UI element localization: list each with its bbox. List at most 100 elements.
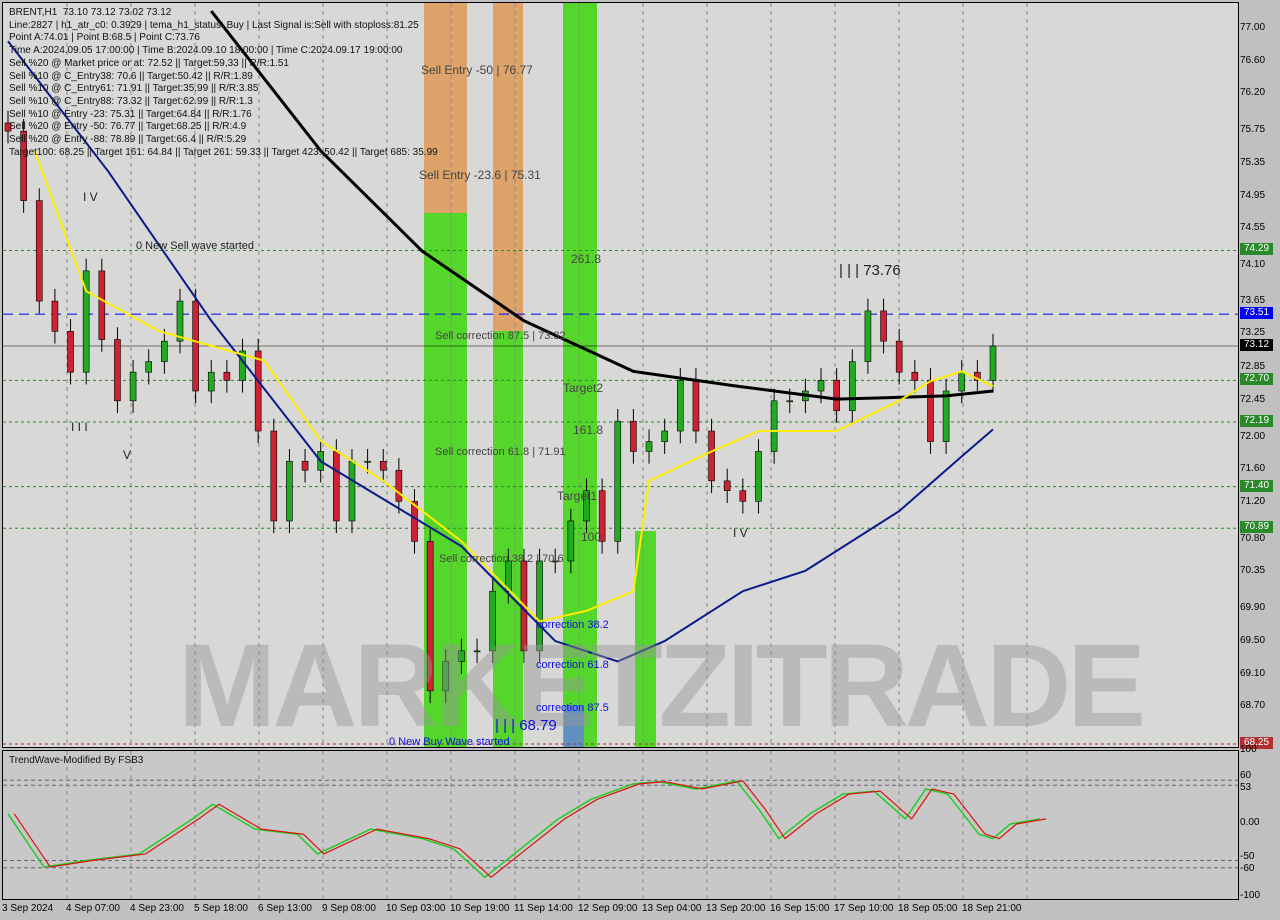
sell-correction-618-label: Sell correction 61.8 | 71.91 <box>435 446 566 458</box>
candle <box>708 430 715 482</box>
price-tick: 75.35 <box>1240 156 1266 168</box>
candle <box>598 490 606 542</box>
candle <box>755 451 762 502</box>
candle <box>4 122 12 132</box>
candle <box>677 380 684 432</box>
ma-blue-line <box>7 40 994 663</box>
time-tick: 6 Sep 13:00 <box>258 903 312 914</box>
info-line: Sell %20 @ Market price or at: 72.52 || … <box>9 57 289 69</box>
correction-875-label: correction 87.5 <box>536 702 609 714</box>
candle <box>942 390 950 442</box>
price-tick: 77.00 <box>1240 22 1266 33</box>
candle <box>223 371 231 381</box>
candle <box>426 541 434 692</box>
time-tick: 18 Sep 21:00 <box>962 903 1022 914</box>
new-sell-wave-label: 0 New Sell wave started <box>136 240 254 252</box>
oscillator-panel[interactable]: TrendWave-Modified By FSB3 <box>2 750 1239 900</box>
candle <box>770 400 778 452</box>
ma-black-line <box>210 10 994 401</box>
candle <box>207 371 215 392</box>
price-tick: 74.55 <box>1240 222 1266 234</box>
price-tick: 69.50 <box>1240 634 1266 646</box>
price-tick: 70.80 <box>1240 533 1266 545</box>
price-tick: 71.20 <box>1240 495 1266 507</box>
time-tick: 11 Sep 14:00 <box>514 903 573 914</box>
candle <box>114 339 121 402</box>
price-tick: 71.60 <box>1240 463 1266 475</box>
sell-entry-23-label: Sell Entry -23.6 | 75.31 <box>419 168 541 182</box>
target1-label: Target1 <box>557 489 598 503</box>
buy-zone-band <box>563 3 597 747</box>
candle <box>67 331 74 373</box>
candle <box>880 310 887 342</box>
candle <box>301 460 309 471</box>
sell-correction-382-label: Sell correction 38.2 | 70.6 <box>439 553 564 565</box>
candle <box>551 560 559 563</box>
price-tick: 76.20 <box>1240 87 1266 99</box>
osc-tick: 53 <box>1240 781 1252 793</box>
level-price-badge: 73.51 <box>1240 307 1273 320</box>
candle <box>82 270 90 373</box>
candle <box>254 350 262 432</box>
candle <box>739 490 747 502</box>
candle <box>958 371 966 392</box>
osc-tick: 0.00 <box>1240 817 1260 828</box>
sell-entry-50-label: Sell Entry -50 | 76.77 <box>421 63 533 77</box>
ext-100-label: 100 <box>581 530 602 544</box>
candle <box>692 380 700 432</box>
candle <box>630 420 637 452</box>
price-chart[interactable]: MARKETZITRADE BRENT,H1 73.10 73.12 73.02… <box>2 2 1239 748</box>
time-tick: 9 Sep 08:00 <box>322 903 376 914</box>
info-line: Sell %20 @ Entry -50: 76.77 || Target:68… <box>9 121 247 133</box>
candle <box>145 361 153 373</box>
level-price-badge: 72.70 <box>1240 373 1273 386</box>
candle <box>20 130 27 201</box>
price-tick: 72.00 <box>1240 430 1266 442</box>
info-line: Point A:74.01 | Point B:68.5 | Point C:7… <box>9 32 200 44</box>
price-tick: 73.65 <box>1240 295 1266 307</box>
time-tick: 17 Sep 10:00 <box>834 903 894 914</box>
candle <box>98 270 106 340</box>
time-tick: 10 Sep 19:00 <box>450 903 510 914</box>
correction-618-label: correction 61.8 <box>536 659 609 671</box>
price-tick: 75.75 <box>1240 124 1266 136</box>
sell-zone-band <box>493 3 523 331</box>
info-line: Sell %20 @ Entry -88: 78.89 || Target:66… <box>9 134 247 146</box>
candle <box>411 501 418 542</box>
level-price-badge: 68.25 <box>1240 737 1273 749</box>
candle <box>473 650 481 653</box>
sell-correction-875-label: Sell correction 87.5 | 73.32 <box>435 330 566 342</box>
candle <box>129 371 137 402</box>
watermark: MARKETZITRADE <box>178 620 1146 748</box>
osc-tick: -60 <box>1240 863 1255 875</box>
candle <box>833 380 840 411</box>
candle <box>583 490 590 522</box>
time-tick: 4 Sep 23:00 <box>130 903 184 914</box>
candle <box>505 560 512 592</box>
candle <box>176 300 184 342</box>
price-tick: 68.70 <box>1240 700 1266 712</box>
sell-zone-band <box>424 3 467 213</box>
candle <box>848 361 856 411</box>
candle <box>911 371 919 381</box>
price-tick: 72.45 <box>1240 393 1266 405</box>
point-b-label: | | | 68.79 <box>495 717 557 734</box>
candle <box>192 300 199 392</box>
time-tick: 4 Sep 07:00 <box>66 903 120 914</box>
info-line: Sell %10 @ C_Entry88: 73.32 || Target:62… <box>9 95 253 107</box>
new-buy-wave-label: 0 New Buy Wave started <box>389 736 510 748</box>
price-tick: 76.60 <box>1240 54 1266 66</box>
candle <box>661 430 668 442</box>
candle <box>786 400 794 403</box>
price-tick: 69.10 <box>1240 667 1266 679</box>
ext-161-label: 161.8 <box>573 423 604 437</box>
wave-iv-label: I V <box>83 190 98 204</box>
target2-label: Target2 <box>563 381 604 395</box>
candle <box>51 300 59 332</box>
symbol-header: BRENT,H1 73.10 73.12 73.02 73.12 <box>9 7 172 18</box>
level-price-badge: 71.40 <box>1240 479 1273 492</box>
time-tick: 10 Sep 03:00 <box>386 903 446 914</box>
price-tick: 72.85 <box>1240 361 1266 373</box>
osc-tick: 100 <box>1240 744 1257 755</box>
candle <box>645 441 653 452</box>
